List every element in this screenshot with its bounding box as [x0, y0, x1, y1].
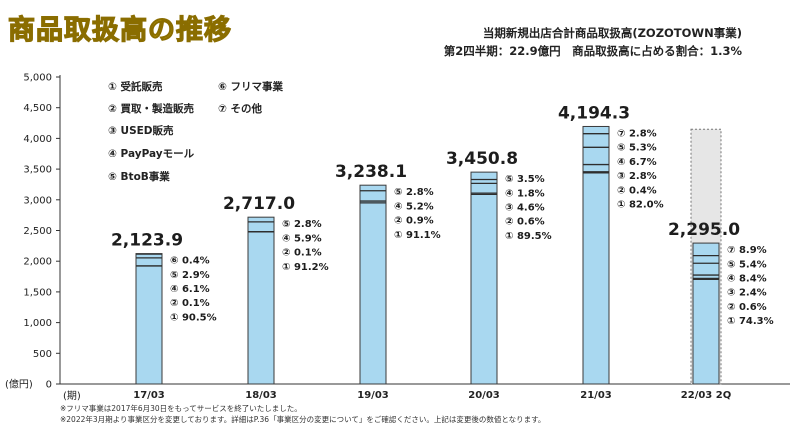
breakdown-label: ⑤ 5.3%: [617, 143, 657, 154]
breakdown-label: ⑦ 2.8%: [617, 128, 657, 139]
breakdown-label: ① 90.5%: [170, 312, 217, 323]
chart-title: 商品取扱高の推移: [7, 14, 232, 46]
y-tick-label-zero: 0: [46, 380, 52, 391]
footnote-1: ※フリマ事業は2017年6月30日をもってサービスを終了いたしました。: [60, 404, 302, 413]
bar-total-label: 2,717.0: [223, 194, 295, 214]
breakdown-label: ② 0.9%: [394, 216, 434, 227]
y-tick-label: 3,000: [23, 195, 52, 206]
subtitle-line-2: 第2四半期：22.9億円 商品取扱高に占める割合：1.3%: [443, 44, 742, 58]
breakdown-label: ① 91.1%: [394, 230, 441, 241]
legend-item-5: ⑤ BtoB事業: [108, 171, 170, 183]
legend-item-4: ④ PayPayモール: [108, 148, 195, 160]
breakdown-label: ④ 6.1%: [170, 284, 210, 295]
y-tick-label: 4,000: [23, 134, 52, 145]
bar-total-label: 2,123.9: [111, 231, 183, 251]
breakdown-label: ⑤ 2.8%: [282, 219, 322, 230]
y-tick-label: 1,000: [23, 318, 52, 329]
breakdown-label: ① 74.3%: [727, 316, 774, 327]
y-tick-label: 500: [33, 349, 52, 360]
breakdown-label: ③ 4.6%: [505, 203, 545, 214]
x-tick-label: 22/03 2Q: [681, 390, 731, 401]
breakdown-label: ③ 2.4%: [727, 288, 767, 299]
bar-2103: [582, 125, 610, 385]
x-axis-label: (期): [63, 390, 81, 402]
bar-2003: [470, 171, 498, 385]
legend-item-2: ② 買取・製造販売: [108, 103, 195, 115]
x-tick-label: 18/03: [245, 390, 277, 401]
breakdown-label: ① 89.5%: [505, 231, 552, 242]
legend-item-3: ③ USED販売: [108, 125, 174, 137]
breakdown-label: ② 0.1%: [170, 298, 210, 309]
y-tick-label: 3,500: [23, 165, 52, 176]
breakdown-label: ⑤ 2.9%: [170, 270, 210, 281]
x-tick-label: 21/03: [580, 390, 612, 401]
bar-1803: [247, 216, 275, 385]
breakdown-label: ⑤ 2.8%: [394, 187, 434, 198]
y-tick-label: 1,500: [23, 287, 52, 298]
breakdown-label: ④ 5.9%: [282, 233, 322, 244]
breakdown-label: ⑤ 3.5%: [505, 174, 545, 185]
breakdown-label: ② 0.4%: [617, 185, 657, 196]
bar-1903: [359, 184, 387, 385]
breakdown-label: ② 0.6%: [505, 217, 545, 228]
breakdown-label: ① 82.0%: [617, 199, 664, 210]
breakdown-label: ④ 1.8%: [505, 188, 545, 199]
breakdown-label: ⑥ 0.4%: [170, 256, 210, 267]
x-tick-label: 20/03: [468, 390, 500, 401]
x-tick-label: 17/03: [133, 390, 165, 401]
footnote-2: ※2022年3月期より事業区分を変更しております。詳細はP.36「事業区分の変更…: [60, 415, 546, 424]
breakdown-label: ④ 8.4%: [727, 273, 767, 284]
subtitle-line-1: 当期新規出店合計商品取扱高(ZOZOTOWN事業): [482, 26, 742, 40]
legend-item-1: ① 受託販売: [108, 81, 163, 93]
bar-total-label: 2,295.0: [668, 220, 740, 240]
breakdown-label: ④ 5.2%: [394, 201, 434, 212]
bar-1703: [135, 253, 163, 385]
breakdown-label: ① 91.2%: [282, 262, 329, 273]
bar-total-label: 4,194.3: [558, 103, 630, 123]
y-axis-unit-label: (億円): [5, 378, 33, 391]
breakdown-label: ④ 6.7%: [617, 157, 657, 168]
breakdown-label: ② 0.1%: [282, 248, 322, 259]
footnotes: ※フリマ事業は2017年6月30日をもってサービスを終了いたしました。 ※202…: [60, 403, 545, 425]
x-tick-label: 19/03: [357, 390, 389, 401]
breakdown-label: ⑦ 8.9%: [727, 245, 767, 256]
chart-subtitle: 当期新規出店合計商品取扱高(ZOZOTOWN事業) 第2四半期：22.9億円 商…: [444, 24, 742, 60]
y-tick-label: 4,500: [23, 103, 52, 114]
legend-item-6: ⑥ フリマ事業: [218, 81, 284, 93]
bar-22032Q: [692, 242, 720, 385]
bar-total-label: 3,450.8: [446, 149, 518, 169]
y-tick-label: 2,000: [23, 257, 52, 268]
y-tick-label: 2,500: [23, 226, 52, 237]
breakdown-label: ⑤ 5.4%: [727, 259, 767, 270]
bar-total-label: 3,238.1: [335, 162, 407, 182]
breakdown-label: ② 0.6%: [727, 302, 767, 313]
y-tick-label: 5,000: [23, 73, 52, 84]
legend-item-7: ⑦ その他: [218, 103, 263, 115]
breakdown-label: ③ 2.8%: [617, 171, 657, 182]
